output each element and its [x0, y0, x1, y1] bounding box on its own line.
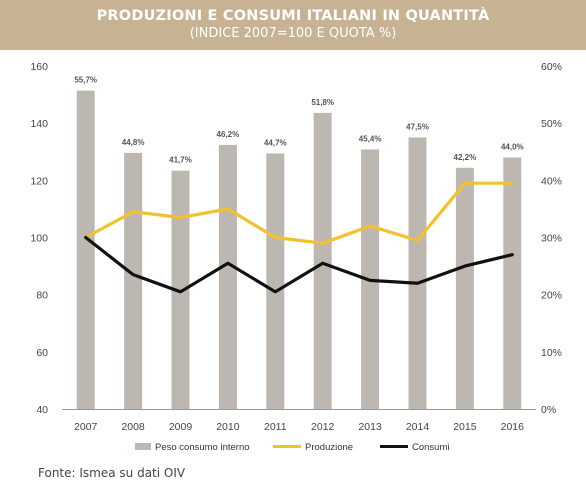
- bar: [171, 170, 190, 409]
- bar-data-label: 44,7%: [264, 138, 287, 147]
- right-axis-tick-label: 10%: [541, 347, 562, 359]
- chart-area: 40 60 80 100 120 140 160 0% 10% 20% 30% 40% 50% 60% 55…: [0, 52, 586, 462]
- left-axis-tick-label: 80: [36, 290, 48, 302]
- bar: [313, 112, 332, 410]
- right-axis-tick-label: 40%: [541, 175, 562, 187]
- bar: [266, 153, 285, 409]
- bar-data-label: 45,4%: [359, 134, 382, 143]
- combo-chart: 40 60 80 100 120 140 160 0% 10% 20% 30% 40% 50% 60% 55…: [30, 61, 562, 453]
- left-axis-tick-label: 40: [36, 404, 48, 416]
- x-axis-tick-label: 2008: [121, 421, 145, 433]
- line-produzione: [84, 181, 514, 245]
- bar-data-label: 46,2%: [217, 130, 240, 139]
- right-axis-tick-label: 20%: [541, 290, 562, 302]
- bar-data-label: 44,0%: [501, 142, 524, 151]
- bar-data-label: 42,2%: [454, 153, 477, 162]
- bar-data-label: 44,8%: [122, 138, 145, 147]
- x-axis-tick-label: 2014: [406, 421, 430, 433]
- left-axis-tick-label: 120: [30, 175, 48, 187]
- x-axis-tick-label: 2015: [453, 421, 477, 433]
- legend-label: Peso consumo interno: [155, 442, 250, 453]
- bar: [76, 90, 95, 409]
- legend-label: Produzione: [305, 442, 353, 453]
- x-axis-tick-label: 2016: [501, 421, 525, 433]
- right-axis-tick-label: 60%: [541, 61, 562, 73]
- legend-label: Consumi: [412, 442, 450, 453]
- right-axis-tick-label: 50%: [541, 118, 562, 130]
- bar-data-label: 41,7%: [169, 156, 192, 165]
- bar-data-label: 55,7%: [74, 76, 97, 85]
- bar: [124, 152, 143, 409]
- x-axis-tick-label: 2007: [74, 421, 98, 433]
- right-axis-tick-label: 0%: [541, 404, 556, 416]
- bar-data-label: 51,8%: [311, 98, 334, 107]
- bar: [408, 137, 427, 409]
- left-axis-tick-label: 160: [30, 61, 48, 73]
- line-consumi: [84, 235, 514, 294]
- x-axis-tick-label: 2013: [358, 421, 382, 433]
- left-axis-tick-label: 60: [36, 347, 48, 359]
- x-axis-tick-label: 2011: [264, 421, 287, 433]
- x-axis-tick-label: 2010: [216, 421, 240, 433]
- left-axis-tick-label: 140: [30, 118, 48, 130]
- x-axis-tick-label: 2009: [169, 421, 193, 433]
- legend-swatch-bar: [135, 443, 151, 450]
- left-axis-tick-label: 100: [30, 233, 48, 245]
- bar: [455, 167, 474, 409]
- bar: [503, 157, 522, 409]
- chart-title: PRODUZIONI E CONSUMI ITALIANI IN QUANTIT…: [96, 8, 490, 24]
- x-axis-tick-label: 2012: [311, 421, 335, 433]
- right-axis-tick-label: 30%: [541, 233, 562, 245]
- source-note: Fonte: Ismea su dati OIV: [38, 466, 186, 480]
- bar: [218, 144, 237, 409]
- bar-data-label: 47,5%: [406, 122, 429, 131]
- chart-subtitle: (INDICE 2007=100 E QUOTA %): [189, 26, 397, 41]
- chart-header: PRODUZIONI E CONSUMI ITALIANI IN QUANTIT…: [0, 0, 586, 50]
